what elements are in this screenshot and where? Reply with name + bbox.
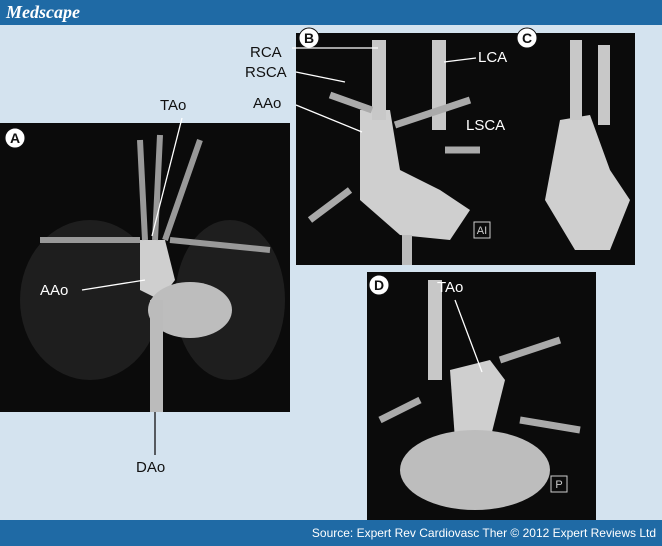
panel-b: AI B xyxy=(292,27,520,265)
panel-letter: C xyxy=(522,30,532,46)
label: DAo xyxy=(136,459,165,476)
label: LSCA xyxy=(466,117,505,134)
label: LCA xyxy=(478,49,507,66)
footer-bar xyxy=(0,520,662,546)
label: AAo xyxy=(40,282,68,299)
panel-letter: B xyxy=(304,30,314,46)
source: Source: Expert Rev Cardiovasc Ther © 201… xyxy=(312,526,656,540)
image-marker: AI xyxy=(477,225,487,237)
label: RSCA xyxy=(245,64,287,81)
header-bar xyxy=(0,0,662,25)
panel-d: P D xyxy=(367,272,596,520)
image-marker: P xyxy=(555,479,562,491)
label: TAo xyxy=(160,97,186,114)
brand: Medscape xyxy=(5,2,80,22)
label: AAo xyxy=(253,95,281,112)
label: TAo xyxy=(437,279,463,296)
panel-letter: D xyxy=(374,277,384,293)
label: RCA xyxy=(250,44,282,61)
panel-letter: A xyxy=(10,130,20,146)
panel-a: A xyxy=(0,117,290,455)
panel-c: C xyxy=(516,27,635,265)
